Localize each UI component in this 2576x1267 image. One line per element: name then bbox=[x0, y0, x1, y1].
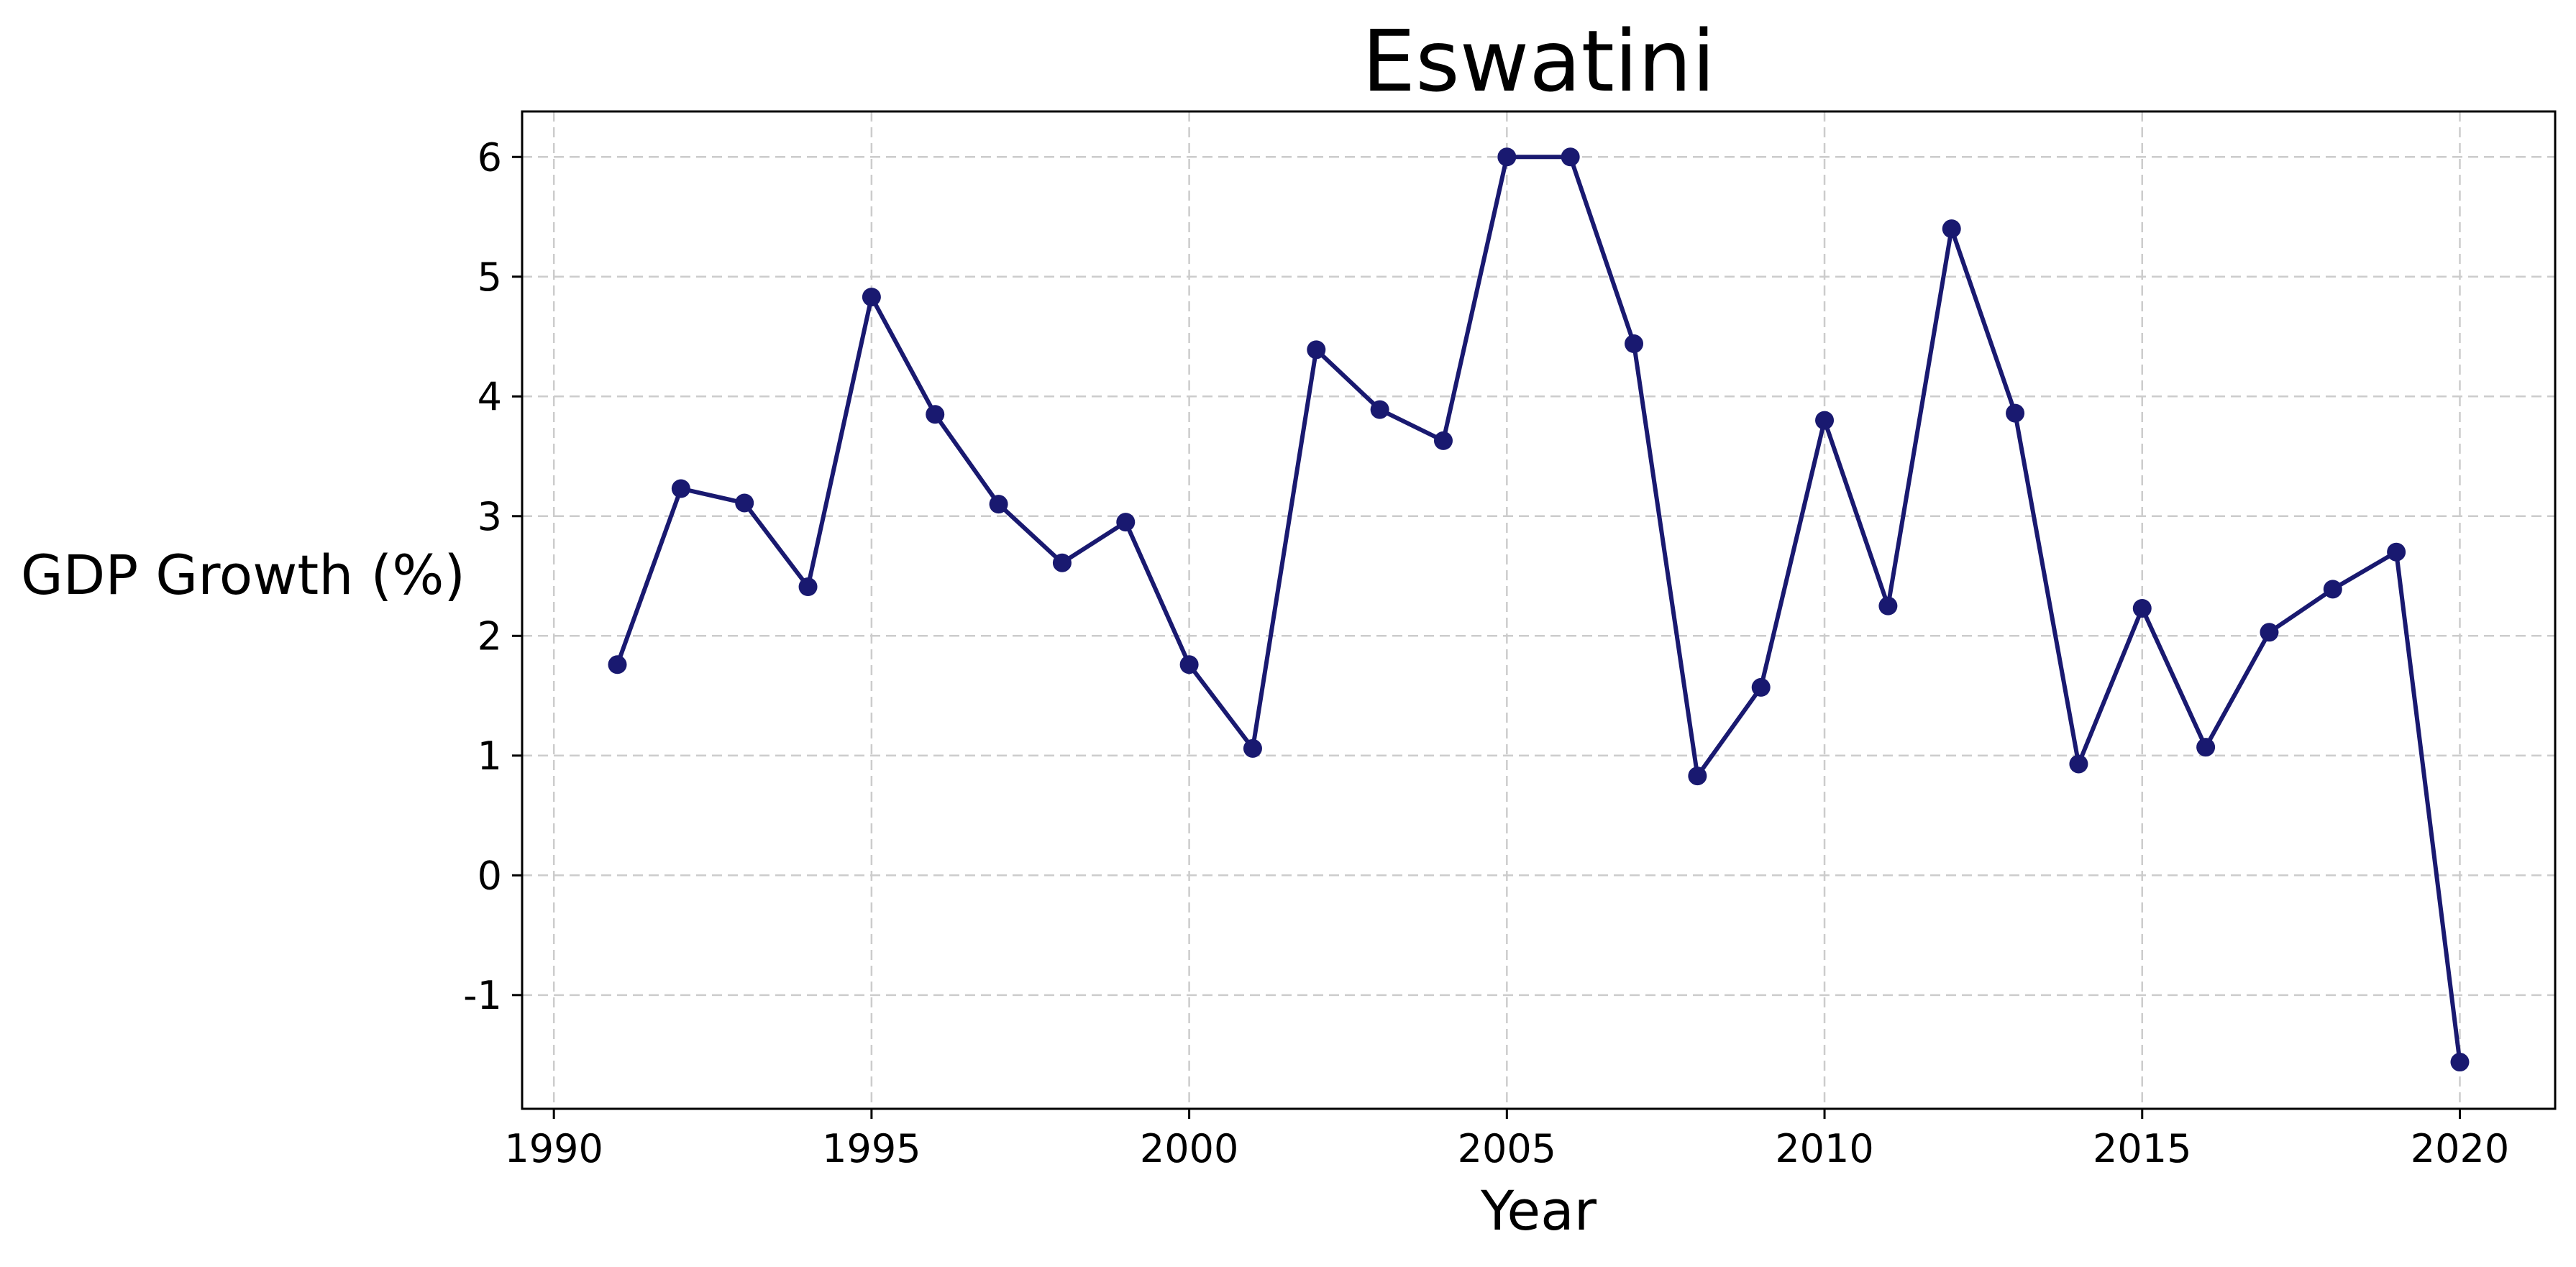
data-point bbox=[2387, 542, 2406, 562]
data-point bbox=[2006, 403, 2025, 423]
data-point bbox=[1815, 411, 1835, 430]
data-point bbox=[1497, 147, 1517, 167]
x-axis-title: Year bbox=[1480, 1179, 1597, 1243]
data-point bbox=[1751, 677, 1771, 697]
data-point bbox=[926, 405, 945, 424]
x-tick-label: 2005 bbox=[1458, 1126, 1556, 1171]
data-point bbox=[2260, 623, 2279, 642]
data-point bbox=[2323, 580, 2342, 599]
y-tick-label: -1 bbox=[463, 973, 502, 1018]
data-point bbox=[671, 479, 690, 498]
data-point bbox=[1625, 334, 1644, 354]
data-point bbox=[1307, 340, 1326, 360]
x-tick-label: 1995 bbox=[822, 1126, 921, 1171]
data-point bbox=[1878, 596, 1898, 616]
chart-title: Eswatini bbox=[1362, 12, 1715, 111]
y-tick-label: 0 bbox=[478, 853, 502, 898]
x-tick-label: 2020 bbox=[2411, 1126, 2509, 1171]
series-layer bbox=[608, 147, 2470, 1072]
y-tick-label: 4 bbox=[478, 374, 502, 419]
data-point bbox=[1243, 738, 1262, 758]
data-point bbox=[798, 577, 818, 597]
series-line bbox=[615, 155, 2462, 1065]
grid-lines bbox=[522, 111, 2555, 1109]
y-tick-label: 3 bbox=[478, 494, 502, 539]
data-markers bbox=[608, 147, 2470, 1072]
plot-frame bbox=[521, 110, 2557, 1110]
data-point bbox=[1116, 513, 1136, 532]
y-tick-label: 5 bbox=[478, 255, 502, 300]
y-tick-label: 6 bbox=[478, 134, 502, 180]
data-point bbox=[989, 495, 1008, 514]
data-point bbox=[608, 655, 627, 674]
data-point bbox=[862, 288, 881, 307]
x-tick-label: 2000 bbox=[1140, 1126, 1238, 1171]
x-tick-label: 2015 bbox=[2093, 1126, 2191, 1171]
data-point bbox=[1370, 400, 1389, 419]
y-axis-title: GDP Growth (%) bbox=[21, 543, 465, 607]
y-tick-label: 2 bbox=[478, 613, 502, 659]
data-point bbox=[1561, 147, 1580, 167]
data-point bbox=[2450, 1053, 2470, 1072]
data-point bbox=[2196, 738, 2216, 757]
data-point bbox=[1688, 767, 1707, 786]
data-point bbox=[2132, 599, 2152, 618]
data-point bbox=[1052, 553, 1072, 572]
y-tick-label: 1 bbox=[478, 733, 502, 779]
axis-ticks: 1990 1995 2000 2005 2010 2015 2020 -1 0 1 2 3 4 5 6 bbox=[463, 134, 2509, 1171]
x-tick-label: 1990 bbox=[504, 1126, 603, 1171]
data-point bbox=[2069, 754, 2088, 774]
data-point bbox=[1433, 431, 1453, 450]
data-point bbox=[735, 493, 754, 513]
data-point bbox=[1179, 655, 1199, 674]
data-point bbox=[1942, 219, 1961, 239]
x-tick-label: 2010 bbox=[1775, 1126, 1873, 1171]
